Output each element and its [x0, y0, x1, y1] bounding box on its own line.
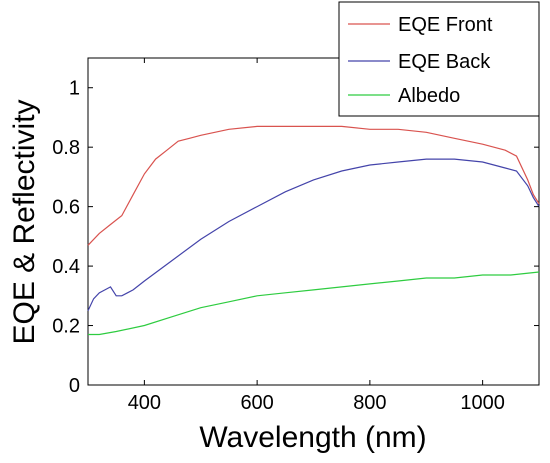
x-tick-label: 400 [128, 392, 161, 414]
legend-label-eqe-front: EQE Front [398, 14, 493, 36]
legend-box [338, 1, 540, 117]
series-line-eqe-back [87, 158, 540, 311]
y-tick-label: 0 [69, 375, 80, 397]
x-tick-label: 1000 [460, 392, 505, 414]
y-tick-label: 0.8 [52, 137, 80, 159]
x-axis: 400 600 800 1000 [128, 58, 505, 414]
series-line-albedo [88, 271, 540, 336]
y-tick-label: 1 [69, 78, 80, 100]
x-tick-label: 600 [240, 392, 273, 414]
legend-label-albedo: Albedo [398, 85, 460, 107]
y-axis: 0 0.2 0.4 0.6 0.8 1 [52, 78, 539, 397]
legend-label-eqe-back: EQE Back [398, 51, 491, 73]
y-tick-label: 0.6 [52, 197, 80, 219]
series-line-eqe-front [87, 125, 540, 246]
x-axis-label: Wavelength (nm) [199, 421, 426, 454]
legend: EQE Front EQE Back Albedo [338, 1, 540, 117]
x-tick-label: 800 [353, 392, 386, 414]
y-axis-label: EQE & Reflectivity [8, 99, 41, 344]
y-tick-label: 0.2 [52, 316, 80, 338]
y-tick-label: 0.4 [52, 256, 80, 278]
series-lines [87, 125, 540, 336]
